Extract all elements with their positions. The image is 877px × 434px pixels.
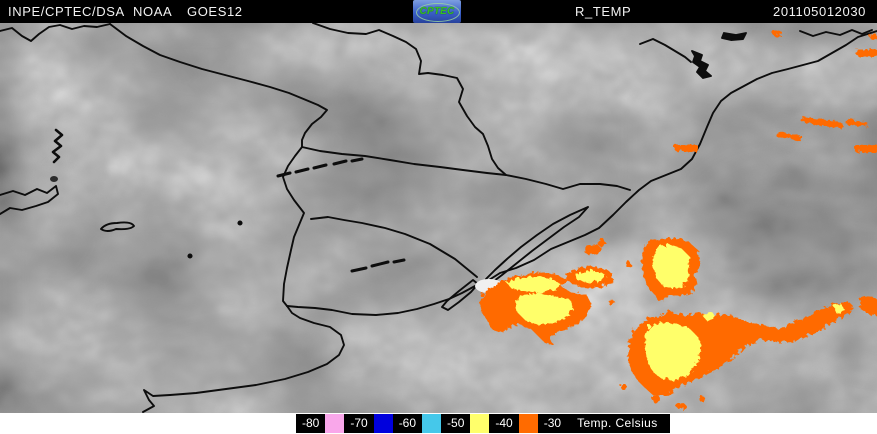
legend-label--80: -80 [302,416,320,430]
overlay-yellow-layer [505,243,843,379]
border-topleft-path [0,23,111,42]
cptec-logo-oval [416,3,460,22]
coastline-path [286,30,877,316]
network-label: NOAA [133,4,173,19]
sat-cloud-noise-fine [0,23,877,413]
lake-outline [100,221,135,232]
legend-row: -80 -70 -60 -50 -40 -30 Temp. Celsius [296,414,670,433]
border-diagonal-path [109,23,328,148]
satellite-label: GOES12 [187,4,243,19]
legend-label--40: -40 [495,416,513,430]
legend-label--50: -50 [447,416,465,430]
satellite-image [0,23,877,413]
legend-label--60: -60 [398,416,417,430]
legend-label--70: -70 [350,416,368,430]
lake-zigzag [51,128,64,164]
legend: -80 -70 -60 -50 -40 -30 Temp. Celsius [296,414,670,433]
legend-swatch-3 [422,414,442,433]
legend-swatch-2 [373,414,393,433]
timestamp-label: 201105012030 [773,4,866,19]
uy-border-path [310,216,478,278]
border-east-path [301,146,631,191]
bottom-strip: -80 -70 -60 -50 -40 -30 Temp. Celsius [0,413,877,434]
cptec-logo: CPTEC [413,0,461,23]
coastal-lagoon-marks [691,50,712,79]
uruguay-river-path [312,23,507,176]
legend-swatch-4 [470,414,490,433]
sc-border-path [639,38,692,63]
legend-swatch-1 [325,414,345,433]
topright-wavy-path [799,29,873,37]
plata-coast-path [142,305,345,413]
coastal-lagoon-marks2 [721,32,747,41]
delta-dashes [276,157,364,178]
legend-label--30: -30 [543,416,562,430]
parana-river-path [282,146,305,307]
legend-swatch-5 [518,414,538,433]
river-squiggle [0,185,59,215]
product-label: R_TEMP [575,4,632,19]
cold-cloud-overlays [478,29,877,408]
uy-lagoon-dashes [350,258,406,273]
legend-title: Temp. Celsius [577,416,658,430]
header-bar: INPE/CPTEC/DSA NOAA GOES12 CPTEC R_TEMP … [0,0,877,23]
cptec-logo-text: CPTEC [419,6,455,17]
agency-label: INPE/CPTEC/DSA [8,4,125,19]
